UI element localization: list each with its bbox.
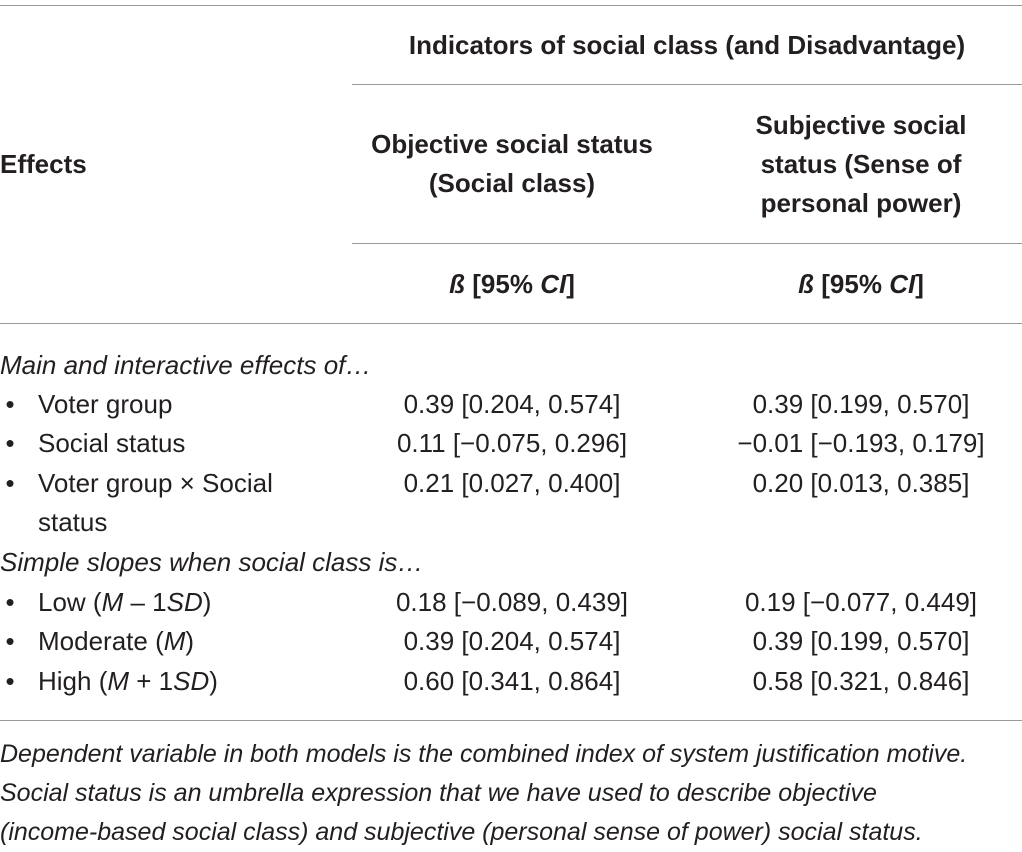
header-bottom-rule — [0, 323, 1022, 324]
group-title: Indicators of social class (and Disadvan… — [408, 30, 966, 60]
bullet: • — [5, 626, 15, 656]
label-post: ) — [185, 626, 195, 656]
col2-title-line1: Subjective social — [755, 110, 967, 140]
row-label: Voter group — [38, 389, 173, 419]
col2-title-line3: personal power) — [760, 188, 962, 218]
col2-value: 0.39 [0.199, 0.570] — [752, 626, 970, 656]
row-label: Voter group × Social — [38, 468, 273, 498]
label-post: ) — [209, 666, 218, 696]
col1-value: 0.21 [0.027, 0.400] — [403, 468, 621, 498]
col2-value: 0.58 [0.321, 0.846] — [752, 666, 970, 696]
table-row: • Voter group 0.39 [0.204, 0.574] 0.39 [… — [0, 385, 1022, 424]
stat-label-end: ] — [915, 269, 924, 299]
footnote-line1: Dependent variable in both models is the… — [0, 740, 968, 768]
footnote-line3: (income-based social class) and subjecti… — [0, 818, 923, 846]
col2-value: 0.20 [0.013, 0.385] — [752, 468, 970, 498]
section2-title: Simple slopes when social class is… — [0, 547, 424, 577]
label-pre: Moderate ( — [38, 626, 164, 656]
ci-abbrev: CI — [889, 269, 916, 299]
col1-title-line2: (Social class) — [428, 168, 596, 198]
label-pre: High ( — [38, 666, 108, 696]
col1-value: 0.39 [0.204, 0.574] — [403, 389, 621, 419]
bullet: • — [5, 666, 15, 696]
stat-label-end: ] — [566, 269, 575, 299]
col2-title-line2: status (Sense of — [760, 149, 962, 179]
table-row: • High (M + 1SD) 0.60 [0.341, 0.864] 0.5… — [0, 662, 1022, 701]
col2-stat-label: ß [95% CI] — [700, 265, 1022, 304]
beta-symbol: ß — [798, 269, 815, 299]
label-mean: M — [101, 587, 124, 617]
label-mean: M — [107, 666, 130, 696]
label-pre: Low ( — [38, 587, 102, 617]
group-rule — [352, 84, 1022, 85]
ci-abbrev: CI — [540, 269, 567, 299]
row-label: Low (M – 1SD) — [38, 583, 211, 622]
top-rule — [0, 5, 1022, 6]
col1-value: 0.11 [−0.075, 0.296] — [396, 428, 628, 458]
row-label: Moderate (M) — [38, 622, 194, 661]
bullet: • — [5, 389, 15, 419]
label-mid: + 1 — [129, 666, 174, 696]
col2-value: 0.19 [−0.077, 0.449] — [744, 587, 978, 617]
section1-title: Main and interactive effects of… — [0, 350, 372, 380]
label-sd: SD — [173, 666, 210, 696]
col1-value: 0.60 [0.341, 0.864] — [403, 666, 621, 696]
bullet: • — [5, 428, 15, 458]
label-sd: SD — [166, 587, 203, 617]
footnote-line2: Social status is an umbrella expression … — [0, 779, 877, 807]
table-row: • Moderate (M) 0.39 [0.204, 0.574] 0.39 … — [0, 622, 1022, 661]
stat-label-mid: [95% — [814, 269, 890, 299]
effects-header: Effects — [0, 149, 87, 179]
table-bottom-rule — [0, 720, 1022, 721]
col1-value: 0.39 [0.204, 0.574] — [403, 626, 621, 656]
row-label: High (M + 1SD) — [38, 662, 218, 701]
label-mid: – 1 — [123, 587, 167, 617]
row-label-continuation: status — [38, 507, 108, 537]
bullet: • — [5, 587, 15, 617]
label-mean: M — [163, 626, 186, 656]
col2-value: 0.39 [0.199, 0.570] — [752, 389, 970, 419]
col2-value: −0.01 [−0.193, 0.179] — [737, 428, 985, 458]
subheader-rule — [352, 243, 1022, 244]
label-post: ) — [202, 587, 212, 617]
stat-label-mid: [95% — [465, 269, 541, 299]
row-label: Social status — [38, 428, 186, 458]
table-row: • Social status 0.11 [−0.075, 0.296] −0.… — [0, 424, 1022, 463]
table-row: • Low (M – 1SD) 0.18 [−0.089, 0.439] 0.1… — [0, 583, 1022, 622]
col1-stat-label: ß [95% CI] — [352, 265, 672, 304]
beta-symbol: ß — [449, 269, 466, 299]
table-row-continuation: status — [0, 503, 1022, 542]
col1-title-line1: Objective social status — [371, 129, 653, 159]
table-row: • Voter group × Social 0.21 [0.027, 0.40… — [0, 464, 1022, 503]
col1-value: 0.18 [−0.089, 0.439] — [395, 587, 629, 617]
bullet: • — [5, 468, 15, 498]
